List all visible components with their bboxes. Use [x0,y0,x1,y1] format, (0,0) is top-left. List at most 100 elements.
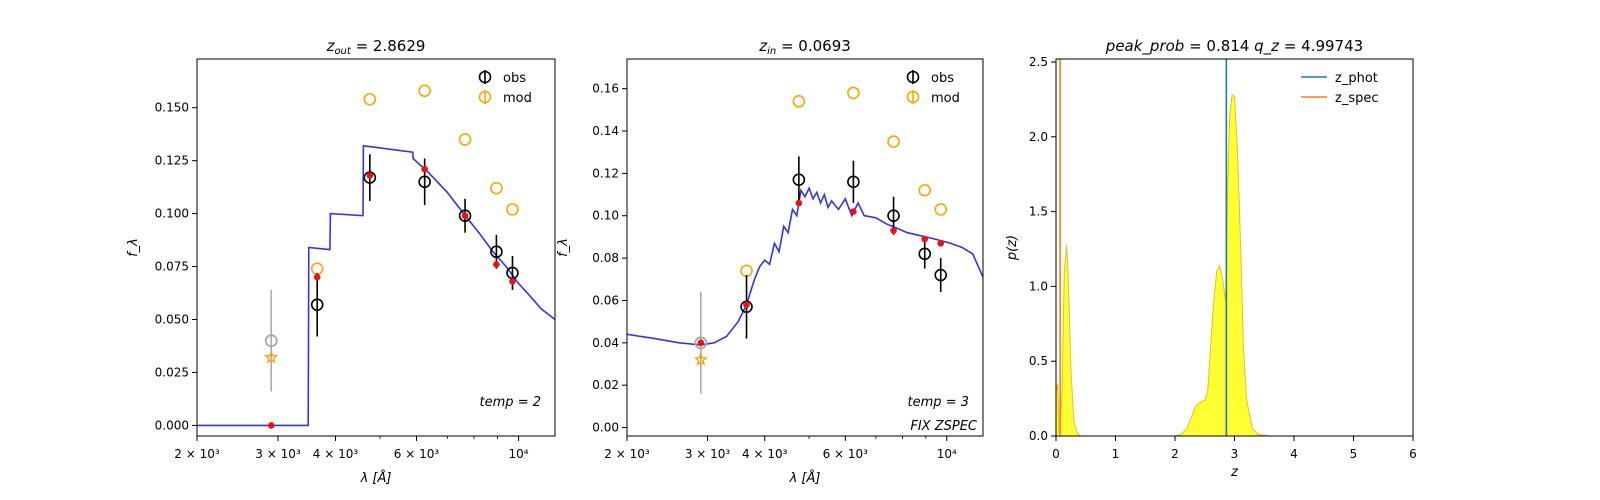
y-tick-label: 0.02 [592,378,619,392]
obs-point [918,247,932,261]
legend-mod-marker [906,90,920,104]
legend-mod-marker [478,90,492,104]
y-tick-label: 0.000 [155,418,189,432]
title-qz-value: = 4.99743 [1279,37,1363,55]
mod-point [740,264,753,278]
x-axis-label: λ [Å] [360,470,392,486]
legend-obs-label: obs [503,71,526,86]
obs-point [490,245,503,259]
mod-point [458,133,472,146]
x-axis-label: λ [Å] [789,470,821,486]
obs-point [792,173,806,187]
y-tick-label: 1.0 [1029,279,1048,293]
model-flux-point [267,422,275,429]
model-flux-point [421,165,428,173]
x-tick-label: 4 × 10³ [742,447,788,461]
y-axis-label: f_λ [126,238,141,257]
x-axis-label: z [1230,465,1239,480]
sed-line [627,186,983,346]
mod-point [418,84,431,98]
model-flux-point [509,278,516,285]
legend-zspec-label: z_spec [1335,91,1379,106]
template-annotation: temp = 3 [908,395,969,410]
legend-obs-label: obs [931,71,954,86]
outlier-model-star [264,350,279,364]
template-annotation: temp = 2 [480,395,541,410]
legend-obs-marker [478,70,492,84]
obs-point [934,268,948,282]
obs-point [363,171,377,184]
x-tick-label: 6 [1409,447,1417,461]
title-symbol: z [326,37,336,55]
x-tick-label: 1 [1112,447,1120,461]
obs-point [458,209,472,223]
x-tick-label: 2 × 10³ [174,447,220,461]
mod-point [934,203,948,216]
model-flux-point [366,172,374,179]
x-tick-label: 3 × 10³ [685,447,731,461]
x-tick-label: 4 [1290,447,1298,461]
model-flux-point [795,199,803,207]
x-tick-label: 10⁴ [937,447,957,461]
model-flux-point [890,227,897,234]
pdf-area [1055,94,1354,437]
x-tick-label: 10⁴ [509,447,529,461]
y-axis-label: f_λ [556,238,571,257]
y-tick-label: 0.08 [592,251,619,265]
mod-point [887,135,900,148]
pdf-panel: 0 1 2 3 4 5 6 0.0 0.5 1.0 1.5 2.0 2.5 peak_prob = 0.8… [1005,37,1417,480]
title-qz: q_z [1254,37,1280,56]
outlier-model-star [693,352,708,366]
sed-panel-zout: 2 × 10³ 3 × 10³ 4 × 10³ 6 × 10³ 10⁴ 0.000 0.02… [126,37,556,486]
obs-point [418,175,431,189]
model-flux-point [697,339,705,347]
obs-point [310,298,324,311]
x-tick-label: 3 × 10³ [255,447,301,461]
y-tick-label: 0.06 [592,293,619,307]
x-tick-label: 2 × 10³ [604,447,650,461]
model-flux-point [921,235,929,243]
axes-frame [196,58,556,437]
title-value: = 0.0693 [776,37,851,55]
mod-point [310,262,324,275]
y-tick-label: 0.00 [592,421,619,435]
y-tick-label: 0.04 [592,336,619,350]
sed-panel-zin: 2 × 10³ 3 × 10³ 4 × 10³ 6 × 10³ 10⁴ 0.00 0.02 0… [556,37,984,486]
title-subscript: out [334,46,351,57]
chart-title: peak_prob = 0.814 q_z = 4.99743 [1105,37,1363,56]
mod-point [490,181,503,195]
mod-point [847,86,860,100]
x-tick-label: 6 × 10³ [823,447,869,461]
y-tick-label: 0.0 [1029,429,1048,443]
title-subscript: in [767,46,776,57]
y-tick-label: 0.10 [592,209,619,223]
x-tick-label: 6 × 10³ [394,447,440,461]
axes-frame [626,58,984,437]
legend-zphot-label: z_phot [1335,71,1378,86]
y-tick-label: 0.075 [155,260,189,274]
model-flux-point [743,301,750,308]
y-tick-label: 0.16 [592,82,619,96]
obs-point [740,300,753,314]
x-tick-label: 4 × 10³ [313,447,359,461]
legend-mod-label: mod [503,91,532,106]
y-tick-label: 0.5 [1029,354,1048,368]
outlier-point [264,334,278,348]
title-peak-prob: peak_prob [1105,37,1185,56]
y-tick-label: 0.12 [592,166,619,180]
y-tick-label: 0.14 [592,124,619,138]
x-tick-label: 0 [1052,447,1060,461]
mod-point [918,184,932,197]
obs-point [847,175,860,189]
title-symbol: z [758,37,768,55]
model-flux-point [937,239,945,247]
model-flux-point [493,261,500,268]
obs-point [887,209,900,223]
chart-title: zin = 0.0693 [758,37,851,57]
x-tick-label: 5 [1350,447,1358,461]
outlier-point [694,336,708,350]
sed-line [197,144,555,427]
y-tick-label: 0.050 [155,313,189,327]
x-tick-label: 3 [1231,447,1239,461]
